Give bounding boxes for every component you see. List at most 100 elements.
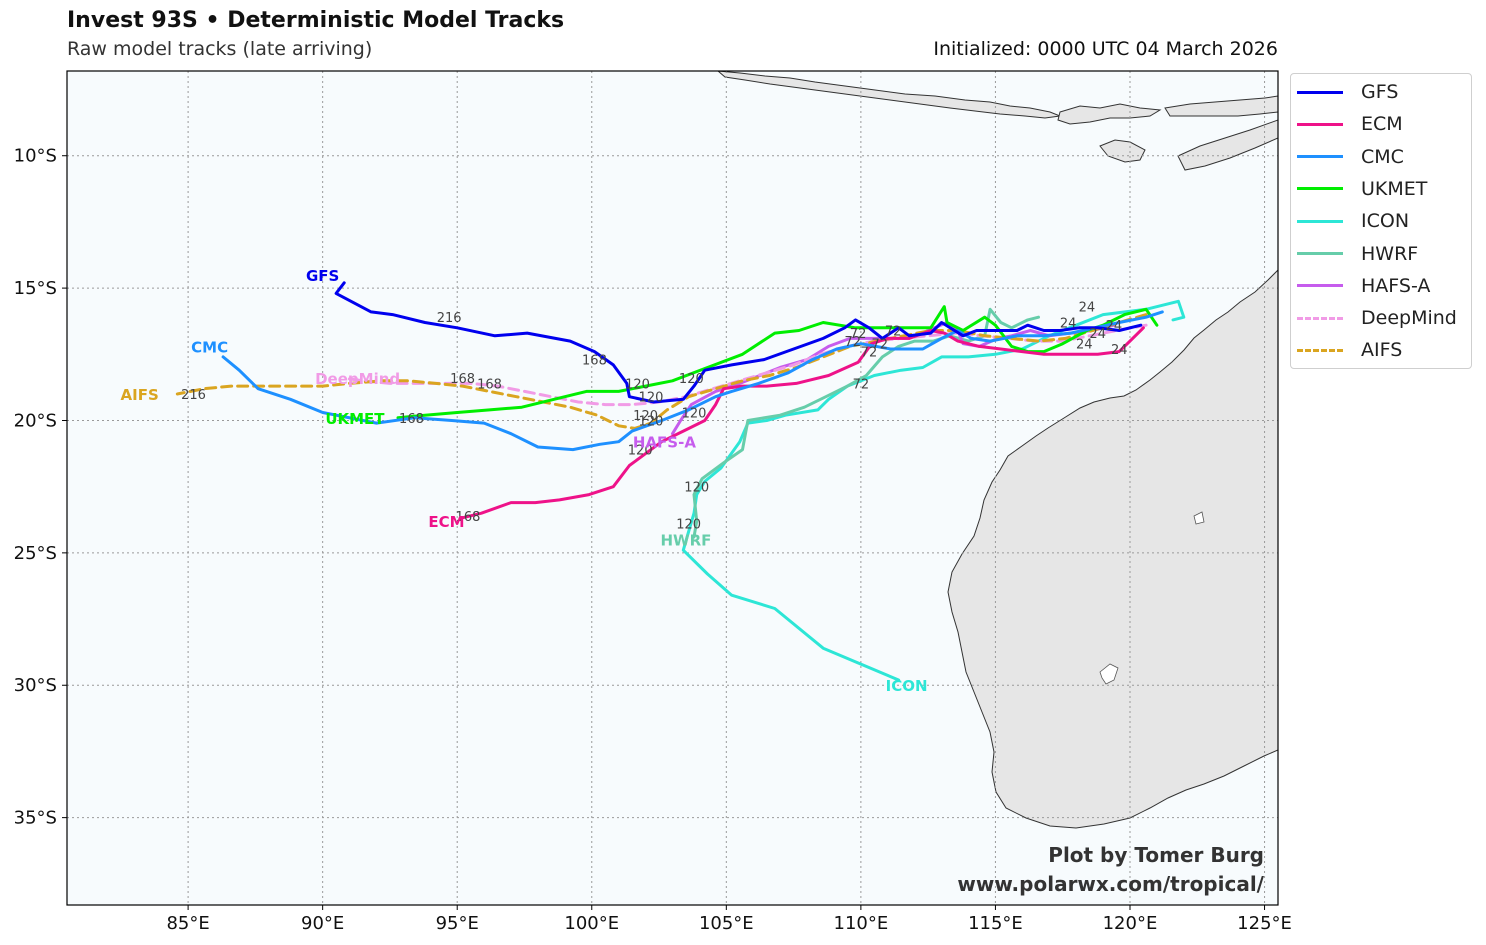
legend-label: DeepMind (1361, 307, 1457, 330)
hour-label: 72 (861, 346, 878, 361)
hour-label: 168 (399, 412, 424, 427)
hour-label: 24 (1060, 317, 1077, 332)
page-subtitle: Raw model tracks (late arriving) (67, 38, 373, 60)
legend-item-ecm: ECM (1297, 111, 1403, 137)
lat-axis: 10°S 15°S 20°S 25°S 30°S 35°S (14, 146, 67, 829)
legend-swatch (1297, 122, 1343, 126)
hour-label: 120 (679, 372, 704, 387)
legend-swatch (1297, 284, 1343, 288)
track-ukmet (396, 305, 1159, 420)
hour-label: 24 (1106, 319, 1123, 334)
model-tracks (175, 281, 1186, 682)
track-label-deepmind: DeepMind (315, 370, 400, 388)
legend: GFS ECM CMC UKMET ICON HWRF HAFS-A DeepMind AIFS (1290, 73, 1472, 369)
legend-label: ECM (1361, 113, 1403, 136)
lon-tick-label: 105°E (699, 913, 754, 934)
flores-landmass (1164, 95, 1278, 117)
legend-item-cmc: CMC (1297, 144, 1404, 170)
hour-label: 216 (437, 311, 462, 326)
legend-label: AIFS (1361, 339, 1403, 362)
legend-label: CMC (1361, 145, 1404, 168)
hour-label: 120 (682, 407, 707, 422)
lat-tick-label: 25°S (14, 543, 57, 564)
hour-label: 216 (181, 388, 206, 403)
legend-label: HWRF (1361, 242, 1419, 265)
hour-label: 72 (871, 338, 888, 353)
track-label-ecm: ECM (428, 513, 464, 531)
track-hwrf (692, 307, 1040, 539)
legend-item-hafs-a: HAFS-A (1297, 273, 1430, 299)
lon-tick-label: 115°E (968, 913, 1023, 934)
hour-label: 120 (639, 391, 664, 406)
hour-label: 24 (1076, 338, 1093, 353)
legend-item-hwrf: HWRF (1297, 241, 1418, 267)
hour-label: 72 (850, 327, 867, 342)
hour-label: 168 (450, 372, 475, 387)
lat-tick-label: 30°S (14, 675, 57, 696)
hour-label: 120 (676, 518, 701, 533)
track-gfs (334, 281, 1143, 404)
hour-label: 24 (1111, 343, 1128, 358)
legend-swatch (1297, 90, 1343, 94)
hour-label: 168 (456, 510, 481, 525)
track-label-gfs: GFS (306, 267, 339, 285)
hour-label: 168 (477, 377, 502, 392)
hour-label: 120 (625, 377, 650, 392)
init-time: Initialized: 0000 UTC 04 March 2026 (933, 38, 1278, 60)
legend-swatch (1297, 155, 1343, 159)
lon-tick-label: 100°E (564, 913, 619, 934)
lat-tick-label: 10°S (14, 146, 57, 167)
track-label-hwrf: HWRF (661, 532, 712, 550)
hour-label: 120 (639, 414, 664, 429)
hour-label: 24 (1079, 301, 1096, 316)
legend-item-ukmet: UKMET (1297, 176, 1427, 202)
lon-axis: 85°E 90°E 95°E 100°E 105°E 110°E 115°E 120°E 125… (166, 905, 1292, 934)
legend-swatch (1297, 316, 1343, 320)
lon-tick-label: 95°E (436, 913, 479, 934)
lake-icon (1099, 663, 1119, 685)
lat-tick-label: 20°S (14, 410, 57, 431)
legend-label: UKMET (1361, 177, 1428, 200)
track-cmc (221, 310, 1164, 452)
legend-item-icon: ICON (1297, 208, 1409, 234)
track-name-labels: ICON HWRF HAFS-A DeepMind AIFS UKMET ECM CMC GFS (121, 267, 928, 695)
lake-icon (1193, 511, 1205, 525)
track-ecm (458, 326, 1145, 520)
graticule (67, 71, 1278, 905)
hour-label: 72 (845, 335, 862, 350)
track-label-hafs-a: HAFS-A (633, 434, 696, 452)
credit-url: www.polarwx.com/tropical/ (957, 872, 1264, 896)
track-label-ukmet: UKMET (325, 410, 385, 428)
legend-label: ICON (1361, 210, 1410, 233)
lon-tick-label: 110°E (834, 913, 889, 934)
hour-label: 72 (885, 324, 902, 339)
legend-label: HAFS-A (1361, 274, 1431, 297)
hour-label: 24 (1089, 327, 1106, 342)
lat-tick-label: 15°S (14, 278, 57, 299)
sumbawa-landmass (1057, 103, 1162, 125)
lon-tick-label: 120°E (1103, 913, 1158, 934)
legend-item-gfs: GFS (1297, 79, 1398, 105)
page-title: Invest 93S • Deterministic Model Tracks (67, 8, 565, 33)
map-frame (66, 70, 1279, 906)
hour-label: 120 (633, 409, 658, 424)
track-aifs (175, 313, 1148, 430)
track-label-icon: ICON (886, 677, 928, 695)
track-label-cmc: CMC (191, 338, 228, 356)
credit-author: Plot by Tomer Burg (1048, 843, 1264, 867)
lon-tick-label: 125°E (1237, 913, 1292, 934)
legend-label: GFS (1361, 81, 1399, 103)
timor-landmass (1177, 119, 1278, 171)
sumba-landmass (1099, 139, 1146, 163)
hour-label: 120 (684, 481, 709, 496)
hour-label: 72 (853, 377, 870, 392)
hour-label: 168 (582, 354, 607, 369)
legend-swatch (1297, 348, 1343, 352)
legend-swatch (1297, 187, 1343, 191)
lat-tick-label: 35°S (14, 808, 57, 829)
legend-item-aifs: AIFS (1297, 337, 1402, 363)
land-layer (717, 71, 1278, 829)
track-label-aifs: AIFS (121, 386, 159, 404)
